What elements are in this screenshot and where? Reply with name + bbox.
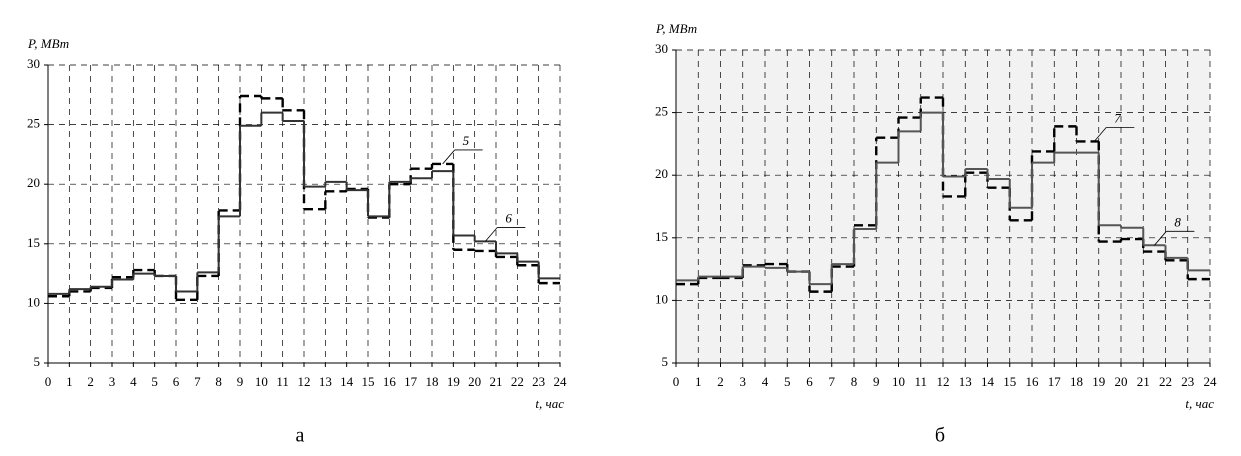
series-label: 8 [1174,214,1181,229]
x-tick-label: 23 [532,374,545,389]
x-tick-label: 15 [362,374,375,389]
x-tick-label: 21 [490,374,503,389]
x-tick-label: 7 [194,374,201,389]
x-tick-label: 22 [511,374,524,389]
x-tick-label: 23 [1181,374,1194,389]
x-tick-label: 4 [130,374,137,389]
x-tick-label: 3 [109,374,116,389]
x-tick-label: 10 [255,374,268,389]
x-tick-label: 6 [173,374,180,389]
y-tick-label: 20 [27,175,40,190]
x-tick-label: 5 [151,374,158,389]
x-tick-label: 17 [1048,374,1062,389]
x-tick-label: 8 [215,374,222,389]
y-tick-label: 25 [655,104,668,119]
x-tick-label: 3 [740,374,747,389]
y-tick-label: 15 [27,235,40,250]
x-tick-label: 8 [851,374,858,389]
x-tick-label: 18 [1070,374,1083,389]
x-tick-label: 9 [237,374,244,389]
x-tick-label: 0 [673,374,680,389]
x-tick-label: 4 [762,374,769,389]
series-label: 6 [505,210,512,225]
x-axis-label: t, час [535,396,564,411]
x-tick-label: 12 [298,374,311,389]
x-tick-label: 7 [829,374,836,389]
x-tick-label: 13 [959,374,972,389]
x-tick-label: 18 [426,374,439,389]
x-tick-label: 24 [1204,374,1218,389]
y-tick-label: 10 [655,291,668,306]
x-tick-label: 6 [806,374,813,389]
x-tick-label: 15 [1003,374,1016,389]
y-tick-label: 5 [662,354,669,369]
x-tick-label: 2 [717,374,724,389]
series-label: 5 [463,133,470,148]
leader-line [1154,231,1167,246]
y-axis-label: P, МВт [655,21,697,36]
x-tick-label: 10 [892,374,905,389]
x-tick-label: 12 [937,374,950,389]
x-tick-label: 1 [66,374,73,389]
x-tick-label: 14 [340,374,354,389]
x-tick-label: 22 [1159,374,1172,389]
caption: а [296,425,305,447]
y-tick-label: 30 [655,41,668,56]
x-tick-label: 20 [468,374,481,389]
x-tick-label: 19 [1092,374,1105,389]
x-tick-label: 16 [383,374,397,389]
x-tick-label: 16 [1026,374,1040,389]
x-tick-label: 19 [447,374,460,389]
leader-line [1093,127,1107,142]
y-tick-label: 20 [655,166,668,181]
x-tick-label: 1 [695,374,702,389]
x-tick-label: 13 [319,374,332,389]
x-tick-label: 9 [873,374,880,389]
caption: б [935,425,945,447]
x-tick-label: 14 [981,374,995,389]
y-tick-label: 15 [655,229,668,244]
x-tick-label: 5 [784,374,791,389]
x-tick-label: 21 [1137,374,1150,389]
x-tick-label: 11 [914,374,927,389]
series-label: 7 [1114,110,1121,125]
x-tick-label: 11 [276,374,289,389]
y-tick-label: 25 [27,116,40,131]
x-tick-label: 20 [1115,374,1128,389]
y-tick-label: 10 [27,294,40,309]
y-tick-label: 30 [27,56,40,71]
x-tick-label: 24 [554,374,568,389]
x-tick-label: 2 [87,374,94,389]
x-tick-label: 17 [404,374,418,389]
y-axis-label: P, МВт [27,36,69,51]
x-tick-label: 0 [45,374,52,389]
y-tick-label: 5 [34,354,41,369]
x-axis-label: t, час [1185,396,1214,411]
leader-line [485,227,498,242]
leader-line [442,149,455,165]
